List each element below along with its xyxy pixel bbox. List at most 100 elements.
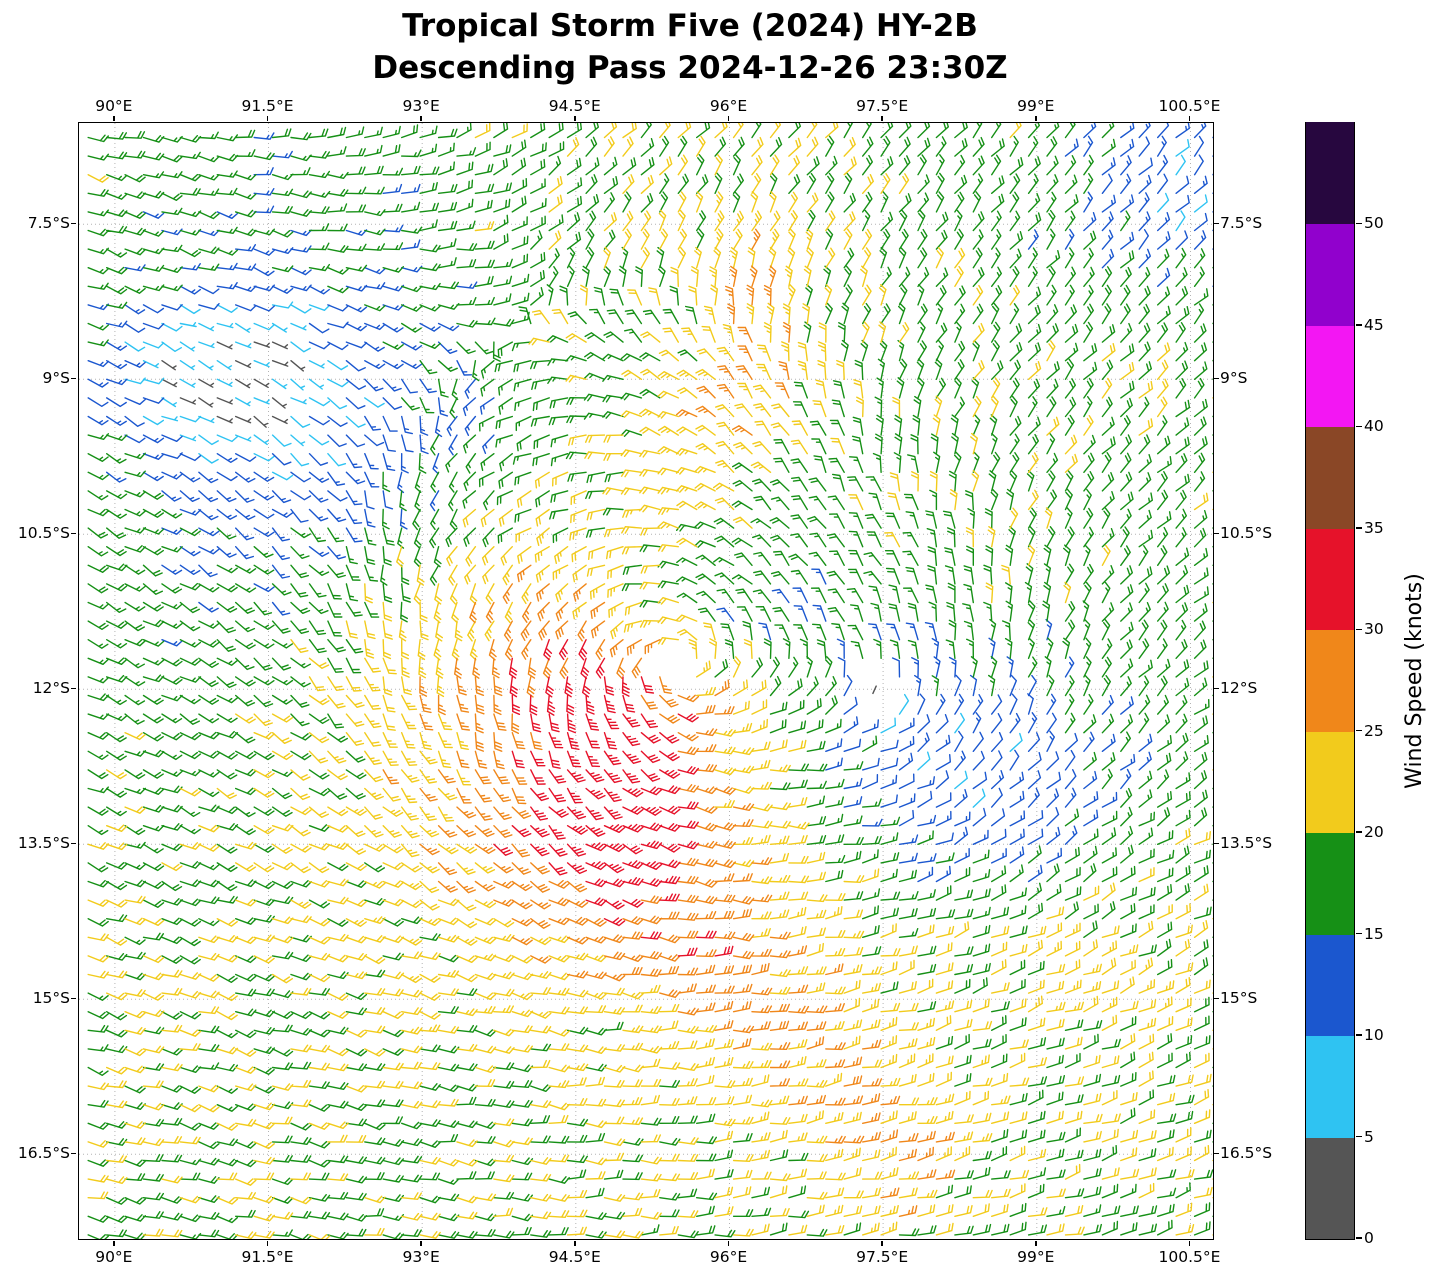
y-tick-mark xyxy=(1213,687,1219,690)
colorbar-tick-label: 50 xyxy=(1364,214,1384,233)
x-tick-label-top: 97.5°E xyxy=(856,97,909,115)
y-tick-label-right: 7.5°S xyxy=(1220,214,1263,233)
wind-barbs-0-5kt xyxy=(161,341,877,695)
colorbar-tick-label: 15 xyxy=(1364,924,1384,943)
x-tick-label-bottom: 91.5°E xyxy=(241,1248,294,1264)
wind-barbs-20-25kt xyxy=(87,123,1213,1239)
x-tick-label-top: 94.5°E xyxy=(548,97,601,115)
wind-barbs-30-35kt xyxy=(493,639,734,957)
wind-barb-plot xyxy=(78,122,1214,1240)
x-tick-mark xyxy=(727,1241,730,1246)
colorbar-segment-10-15kt xyxy=(1306,934,1354,1037)
colorbar-segment-5-10kt xyxy=(1306,1035,1354,1138)
y-tick-mark xyxy=(1213,377,1219,380)
x-tick-mark xyxy=(727,116,730,121)
colorbar-segment-35-40kt xyxy=(1306,426,1354,529)
colorbar-tick-label: 20 xyxy=(1364,823,1384,842)
x-tick-mark xyxy=(881,1241,883,1246)
colorbar-segment-40-45kt xyxy=(1306,325,1354,428)
wind-barbs-5-10kt xyxy=(124,139,1208,808)
wind-barbs-10-15kt xyxy=(87,123,1213,883)
chart-subtitle: Descending Pass 2024-12-26 23:30Z xyxy=(372,50,1008,86)
x-tick-label-top: 100.5°E xyxy=(1158,97,1221,115)
x-tick-mark xyxy=(1188,116,1191,121)
y-tick-label-left: 10.5°S xyxy=(17,524,70,543)
x-tick-mark xyxy=(881,116,883,121)
y-tick-label-right: 15°S xyxy=(1220,989,1258,1008)
colorbar-segment-50-55kt xyxy=(1306,122,1354,225)
colorbar-tick-label: 40 xyxy=(1364,417,1384,436)
y-tick-mark xyxy=(1213,222,1219,225)
colorbar-tick-label: 0 xyxy=(1364,1229,1374,1247)
y-tick-label-left: 15°S xyxy=(32,989,70,1008)
y-tick-label-left: 16.5°S xyxy=(17,1144,70,1163)
x-tick-label-bottom: 97.5°E xyxy=(856,1248,909,1264)
y-tick-label-right: 10.5°S xyxy=(1220,524,1273,543)
colorbar-segment-30-35kt xyxy=(1306,528,1354,631)
x-tick-mark xyxy=(113,116,115,121)
colorbar-segment-25-30kt xyxy=(1306,629,1354,732)
colorbar-tick-mark xyxy=(1356,1237,1362,1239)
colorbar-tick-mark xyxy=(1356,324,1362,326)
y-tick-label-left: 7.5°S xyxy=(27,214,70,233)
x-tick-mark xyxy=(1035,116,1037,121)
x-tick-label-bottom: 96°E xyxy=(709,1248,748,1264)
x-tick-label-top: 93°E xyxy=(402,97,440,115)
x-tick-mark xyxy=(420,116,422,121)
y-tick-mark xyxy=(71,222,76,225)
colorbar-tick-mark xyxy=(1356,425,1362,428)
colorbar-tick-mark xyxy=(1356,831,1362,833)
x-tick-label-top: 90°E xyxy=(95,97,133,115)
colorbar-tick-label: 25 xyxy=(1364,721,1384,740)
wind-barb-field xyxy=(79,123,1213,1239)
colorbar-tick-mark xyxy=(1356,1034,1362,1036)
y-tick-mark xyxy=(1213,532,1219,535)
y-tick-label-left: 9°S xyxy=(42,369,70,388)
y-tick-mark xyxy=(71,1152,76,1155)
x-tick-mark xyxy=(1035,1241,1037,1246)
y-tick-mark xyxy=(71,532,76,535)
x-tick-mark xyxy=(574,1241,576,1246)
y-tick-label-right: 12°S xyxy=(1220,679,1258,698)
x-tick-label-bottom: 99°E xyxy=(1017,1248,1055,1264)
wind-barbs-15-20kt xyxy=(87,123,1213,1239)
colorbar-segment-20-25kt xyxy=(1306,731,1354,834)
y-tick-mark xyxy=(1213,997,1219,1000)
colorbar-tick-mark xyxy=(1356,222,1362,225)
colorbar-tick-label: 35 xyxy=(1364,518,1384,537)
x-tick-mark xyxy=(420,1241,422,1246)
x-tick-mark xyxy=(574,116,576,121)
y-tick-mark xyxy=(71,377,76,380)
x-tick-mark xyxy=(266,116,269,121)
colorbar xyxy=(1305,122,1355,1240)
colorbar-label: Wind Speed (knots) xyxy=(1402,573,1427,789)
x-tick-mark xyxy=(113,1241,115,1246)
x-tick-mark xyxy=(1188,1241,1191,1246)
x-tick-label-bottom: 93°E xyxy=(402,1248,440,1264)
x-tick-mark xyxy=(266,1241,269,1246)
wind-barbs-25-30kt xyxy=(382,228,956,1217)
x-tick-label-bottom: 94.5°E xyxy=(548,1248,601,1264)
y-tick-mark xyxy=(71,687,76,690)
y-tick-label-right: 16.5°S xyxy=(1220,1144,1273,1163)
chart-title: Tropical Storm Five (2024) HY-2B xyxy=(402,8,978,44)
x-tick-label-top: 99°E xyxy=(1017,97,1055,115)
colorbar-segment-0-5kt xyxy=(1306,1136,1354,1239)
y-tick-label-left: 13.5°S xyxy=(17,834,70,853)
x-tick-label-top: 91.5°E xyxy=(241,97,294,115)
y-tick-label-right: 13.5°S xyxy=(1220,834,1273,853)
y-tick-mark xyxy=(71,842,76,845)
colorbar-tick-mark xyxy=(1356,628,1362,631)
y-tick-mark xyxy=(1213,842,1219,845)
colorbar-tick-mark xyxy=(1356,729,1362,732)
colorbar-tick-label: 10 xyxy=(1364,1026,1384,1045)
y-tick-mark xyxy=(1213,1152,1219,1155)
colorbar-tick-mark xyxy=(1356,932,1362,935)
x-tick-label-top: 96°E xyxy=(709,97,748,115)
colorbar-tick-label: 5 xyxy=(1364,1127,1374,1146)
colorbar-tick-label: 45 xyxy=(1364,315,1384,334)
x-tick-label-bottom: 100.5°E xyxy=(1158,1248,1221,1264)
colorbar-tick-mark xyxy=(1356,527,1362,529)
x-tick-label-bottom: 90°E xyxy=(95,1248,133,1264)
